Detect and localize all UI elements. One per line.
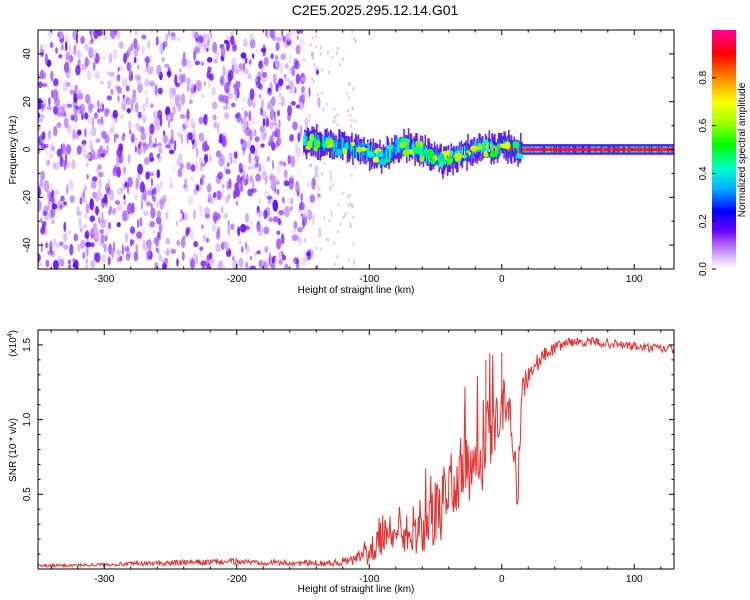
noise-speckles <box>38 30 357 269</box>
snr-y-ticks: 0.5 1.0 1.5 <box>22 338 674 555</box>
snr-y-axis-label: SNR (10 * v/v) <box>8 418 19 482</box>
snr-x-tick-label: 0 <box>499 574 505 585</box>
colorbar-tick-label: 0.2 <box>698 214 709 228</box>
figure-title: C2E5.2025.295.12.14.G01 <box>291 2 459 18</box>
snr-y-tick-label: 1.5 <box>22 338 33 352</box>
spectrogram-x-tick-label: 0 <box>499 274 505 285</box>
colorbar: 0.0 0.2 0.4 0.6 0.8 Normalized spectral ampl… <box>698 30 748 276</box>
spectrogram-y-ticks: -40 -20 0 20 40 <box>22 29 674 270</box>
spectrogram-y-tick-label: 20 <box>22 96 33 108</box>
snr-frame <box>37 329 675 570</box>
spectrogram-y-tick-label: 40 <box>22 48 33 60</box>
spectrogram-x-tick-label: -100 <box>359 274 379 285</box>
colorbar-tick-label: 0.8 <box>698 70 709 84</box>
snr-plot-area <box>38 336 674 569</box>
colorbar-tick-label: 0.4 <box>698 166 709 180</box>
snr-x-axis-label: Height of straight line (km) <box>298 584 415 595</box>
snr-x-ticks: -300 -200 -100 0 100 <box>50 330 662 585</box>
snr-y-scale-label: (x104) <box>7 330 19 357</box>
spectrogram-y-tick-label: 0 <box>22 146 33 152</box>
spectrogram-x-tick-label: 100 <box>626 274 643 285</box>
spectrogram-plot-area <box>38 30 674 269</box>
snr-series-line <box>38 336 674 569</box>
spectrogram-y-tick-label: -20 <box>22 190 33 205</box>
colorbar-tick-label: 0.6 <box>698 118 709 132</box>
snr-y-tick-label: 1.0 <box>22 412 33 426</box>
spectrogram-y-axis-label: Frequency (Hz) <box>8 116 19 185</box>
spectrogram-x-axis-label: Height of straight line (km) <box>298 285 415 296</box>
colorbar-ticks: 0.0 0.2 0.4 0.6 0.8 <box>698 70 716 276</box>
colorbar-tick-label: 0.0 <box>698 262 709 276</box>
spectrogram-y-tick-label: -40 <box>22 237 33 252</box>
snr-y-tick-label: 0.5 <box>22 487 33 501</box>
snr-x-tick-label: 100 <box>626 574 643 585</box>
snr-x-tick-label: -200 <box>227 574 247 585</box>
snr-x-tick-label: -300 <box>94 574 114 585</box>
snr-panel: -300 -200 -100 0 100 0.5 1.0 1.5 Height of str… <box>7 329 675 595</box>
colorbar-label: Normalized spectral amplitude <box>737 82 748 217</box>
snr-x-tick-label: -100 <box>359 574 379 585</box>
colorbar-gradient <box>712 30 736 269</box>
signal-track <box>303 124 674 179</box>
svg-text:(x104): (x104) <box>7 330 19 357</box>
spectrogram-x-tick-label: -200 <box>227 274 247 285</box>
spectrogram-x-ticks: -300 -200 -100 0 100 <box>50 30 662 285</box>
spectrogram-x-tick-label: -300 <box>94 274 114 285</box>
